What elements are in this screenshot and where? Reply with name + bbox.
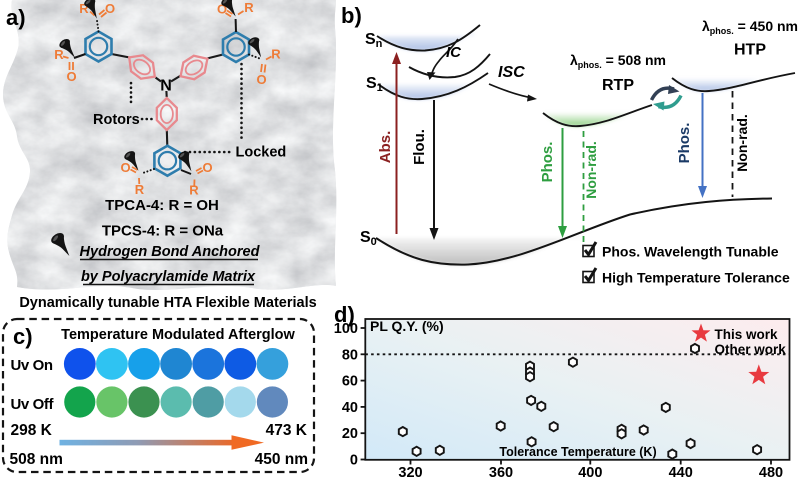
svg-text:PL Q.Y. (%): PL Q.Y. (%)	[370, 318, 444, 334]
svg-text:HTP: HTP	[734, 42, 766, 59]
svg-text:b): b)	[341, 3, 362, 28]
svg-text:Abs.: Abs.	[377, 131, 394, 164]
svg-text:ISC: ISC	[498, 64, 525, 81]
svg-text:O: O	[105, 1, 115, 16]
svg-text:Flou.: Flou.	[411, 129, 428, 165]
svg-text:100: 100	[334, 321, 358, 337]
svg-text:RTP: RTP	[602, 77, 634, 94]
svg-text:320: 320	[398, 465, 422, 481]
svg-text:40: 40	[342, 400, 358, 416]
svg-text:508 nm: 508 nm	[10, 451, 63, 468]
svg-text:298 K: 298 K	[11, 422, 53, 439]
svg-text:450 nm: 450 nm	[255, 451, 308, 468]
svg-text:Uv Off: Uv Off	[11, 396, 55, 413]
svg-text:400: 400	[578, 465, 602, 481]
svg-text:O: O	[66, 69, 76, 84]
svg-text:Non-rad.: Non-rad.	[583, 141, 599, 199]
svg-text:440: 440	[669, 465, 693, 481]
svg-text:O: O	[120, 160, 130, 175]
svg-text:Phos. Wavelength Tunable: Phos. Wavelength Tunable	[602, 244, 779, 260]
svg-text:TPCA-4: R = OH: TPCA-4: R = OH	[105, 197, 219, 214]
svg-text:TPCS-4: R = ONa: TPCS-4: R = ONa	[102, 223, 224, 240]
svg-text:High Temperature Tolerance: High Temperature Tolerance	[602, 270, 790, 286]
svg-text:Locked: Locked	[236, 145, 287, 161]
svg-text:0: 0	[350, 453, 358, 469]
svg-text:Phos.: Phos.	[539, 142, 556, 183]
svg-text:This work: This work	[715, 327, 779, 342]
svg-text:Temperature Modulated Afterglo: Temperature Modulated Afterglow	[61, 327, 295, 343]
svg-text:Phos.: Phos.	[676, 123, 693, 164]
svg-text:a): a)	[6, 5, 26, 30]
svg-text:O: O	[202, 160, 212, 175]
svg-text:Other work: Other work	[715, 342, 787, 357]
svg-text:Hydrogen Bond Anchored: Hydrogen Bond Anchored	[80, 244, 261, 260]
svg-text:20: 20	[342, 426, 358, 442]
svg-text:N: N	[160, 78, 172, 95]
svg-text:360: 360	[489, 465, 513, 481]
svg-text:Uv On: Uv On	[11, 357, 53, 374]
svg-text:480: 480	[759, 465, 783, 481]
svg-text:60: 60	[342, 374, 358, 390]
svg-text:Rotors: Rotors	[93, 112, 140, 128]
svg-text:IC: IC	[446, 44, 462, 61]
svg-text:c): c)	[13, 324, 33, 349]
svg-text:R: R	[54, 47, 64, 62]
svg-text:R: R	[135, 182, 145, 197]
svg-text:Tolerance Temperature (K): Tolerance Temperature (K)	[499, 445, 656, 459]
svg-text:by Polyacrylamide Matrix: by Polyacrylamide Matrix	[81, 269, 256, 285]
svg-text:R: R	[189, 183, 199, 198]
svg-text:80: 80	[342, 347, 358, 363]
svg-text:O: O	[256, 72, 266, 87]
svg-text:Non-rad.: Non-rad.	[734, 114, 750, 172]
svg-text:473 K: 473 K	[266, 422, 308, 439]
svg-text:R: R	[244, 0, 254, 15]
svg-text:R: R	[271, 47, 281, 62]
svg-text:Dynamically tunable HTA Flexib: Dynamically tunable HTA Flexible Materia…	[19, 295, 316, 311]
